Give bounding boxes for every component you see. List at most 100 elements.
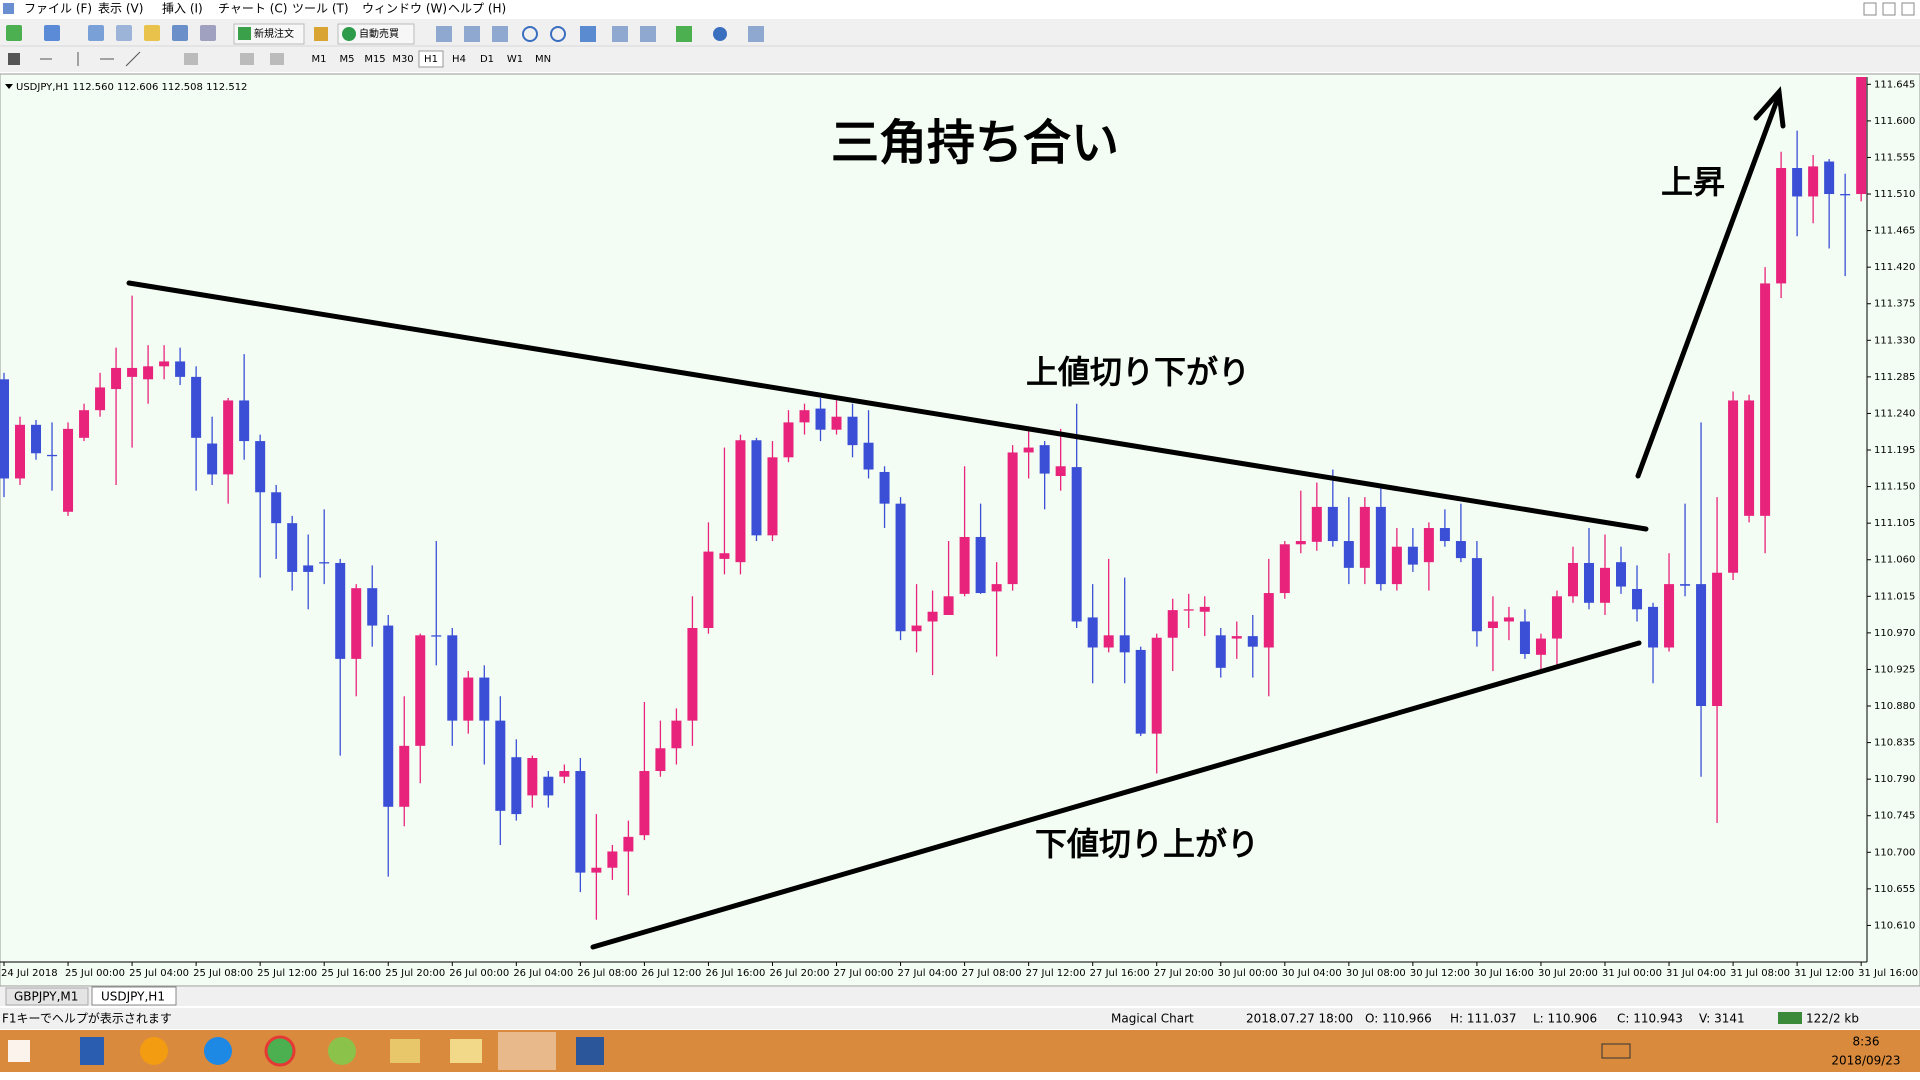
timeframe-button[interactable] xyxy=(335,51,359,67)
auto-trading-button[interactable] xyxy=(337,23,415,45)
tool-button[interactable] xyxy=(640,26,656,42)
candle-body xyxy=(1616,562,1627,587)
status-open: O: 110.966 xyxy=(1365,1012,1432,1026)
menu-item[interactable]: ウィンドウ (W) xyxy=(362,2,447,16)
zoom-out[interactable] xyxy=(550,26,566,42)
y-tick-label: 111.420 xyxy=(1874,262,1915,273)
cursor-tool[interactable] xyxy=(8,53,20,65)
candle-body xyxy=(751,440,762,536)
taskbar-app[interactable] xyxy=(204,1037,232,1065)
status-profile: Magical Chart xyxy=(1111,1012,1194,1026)
menu-item[interactable]: ヘルプ (H) xyxy=(448,2,506,16)
fibo-tool[interactable] xyxy=(184,53,198,65)
candle-body xyxy=(399,745,410,807)
y-tick-label: 111.510 xyxy=(1874,189,1915,200)
taskbar-app[interactable] xyxy=(264,1035,296,1067)
status-help: F1キーでヘルプが表示されます xyxy=(2,1011,172,1026)
candle-body xyxy=(1407,546,1418,565)
candle-body xyxy=(783,422,794,458)
shape-tool[interactable] xyxy=(270,53,284,65)
tool-button[interactable] xyxy=(612,26,628,42)
menu-item[interactable]: 挿入 (I) xyxy=(162,2,203,16)
tool-button[interactable] xyxy=(116,25,132,41)
tool-button[interactable] xyxy=(492,26,508,42)
tool-button[interactable] xyxy=(88,25,104,41)
menu-item[interactable]: チャート (C) xyxy=(218,2,287,16)
menu-item[interactable]: ツール (T) xyxy=(292,2,349,16)
tool-button[interactable] xyxy=(713,27,727,41)
candle-body xyxy=(991,584,1002,592)
tool-button[interactable] xyxy=(44,25,60,41)
y-tick-label: 111.015 xyxy=(1874,591,1915,602)
tool-button[interactable] xyxy=(748,26,764,42)
candle-body xyxy=(575,771,586,873)
timeframe-button[interactable] xyxy=(503,51,527,67)
candle-body xyxy=(463,677,474,721)
taskbar-app[interactable] xyxy=(450,1039,482,1063)
keyboard-icon[interactable] xyxy=(1601,1043,1631,1059)
timeframe-button[interactable] xyxy=(363,51,387,67)
timeframe-button[interactable] xyxy=(418,50,444,68)
candle-body xyxy=(1423,528,1434,563)
trendline-tool[interactable] xyxy=(125,51,141,67)
zoom-in[interactable] xyxy=(522,26,538,42)
timeframe-button[interactable] xyxy=(447,51,471,67)
chart-tab-active[interactable] xyxy=(91,986,177,1006)
x-tick-label: 26 Jul 16:00 xyxy=(705,968,765,979)
menu-item[interactable]: 表示 (V) xyxy=(98,2,143,16)
candle-body xyxy=(63,428,74,512)
candle-body xyxy=(1600,567,1610,603)
candle-body xyxy=(1519,621,1530,654)
candle-body xyxy=(431,635,442,637)
menu-item[interactable]: ファイル (F) xyxy=(24,2,92,16)
taskbar-app[interactable] xyxy=(140,1037,168,1065)
taskbar-app[interactable] xyxy=(390,1039,420,1063)
text-tool[interactable] xyxy=(240,53,254,65)
taskbar-icons xyxy=(8,1032,1631,1070)
candle-body xyxy=(1343,541,1354,568)
arrow-head xyxy=(1753,86,1786,129)
minimize-button[interactable] xyxy=(1863,2,1877,16)
new-order-label: 新規注文 xyxy=(254,27,294,40)
tool-button[interactable] xyxy=(144,25,160,41)
y-tick-label: 111.285 xyxy=(1874,372,1915,383)
taskbar-app-active[interactable] xyxy=(498,1032,556,1070)
candle-body xyxy=(847,416,858,446)
candle-body xyxy=(895,503,906,632)
x-tick-label: 30 Jul 12:00 xyxy=(1410,968,1470,979)
tool-button[interactable] xyxy=(6,25,22,41)
timeframe-button[interactable] xyxy=(307,51,331,67)
candle-body xyxy=(175,361,186,377)
y-tick-label: 111.645 xyxy=(1874,79,1915,90)
close-button[interactable] xyxy=(1901,2,1915,16)
candle-body xyxy=(1471,558,1482,632)
x-tick-label: 25 Jul 16:00 xyxy=(321,968,381,979)
x-tick-label: 27 Jul 00:00 xyxy=(834,968,894,979)
taskbar-app[interactable] xyxy=(328,1037,356,1065)
candle-body xyxy=(1263,593,1274,648)
y-tick-label: 111.375 xyxy=(1874,299,1915,310)
restore-button[interactable] xyxy=(1882,2,1896,16)
timeframe-button[interactable] xyxy=(391,51,415,67)
taskbar-app[interactable] xyxy=(576,1037,604,1065)
timeframe-label: W1 xyxy=(507,54,523,65)
chart-tab[interactable] xyxy=(5,987,89,1006)
tool-button[interactable] xyxy=(200,25,216,41)
taskbar-app[interactable] xyxy=(80,1037,104,1065)
candle-body xyxy=(911,625,922,632)
candle-body xyxy=(79,410,90,438)
tool-button[interactable] xyxy=(172,25,188,41)
start-button[interactable] xyxy=(8,1040,30,1062)
new-order-button[interactable] xyxy=(233,23,305,45)
tool-button[interactable] xyxy=(676,26,692,42)
tool-button[interactable] xyxy=(314,27,328,41)
y-tick-label: 110.835 xyxy=(1874,738,1915,749)
timeframe-button[interactable] xyxy=(531,51,555,67)
timeframe-button[interactable] xyxy=(475,51,499,67)
tool-button[interactable] xyxy=(464,26,480,42)
tool-button[interactable] xyxy=(580,26,596,42)
tool-button[interactable] xyxy=(436,26,452,42)
x-tick-label: 30 Jul 20:00 xyxy=(1538,968,1598,979)
candle-body xyxy=(655,748,666,772)
